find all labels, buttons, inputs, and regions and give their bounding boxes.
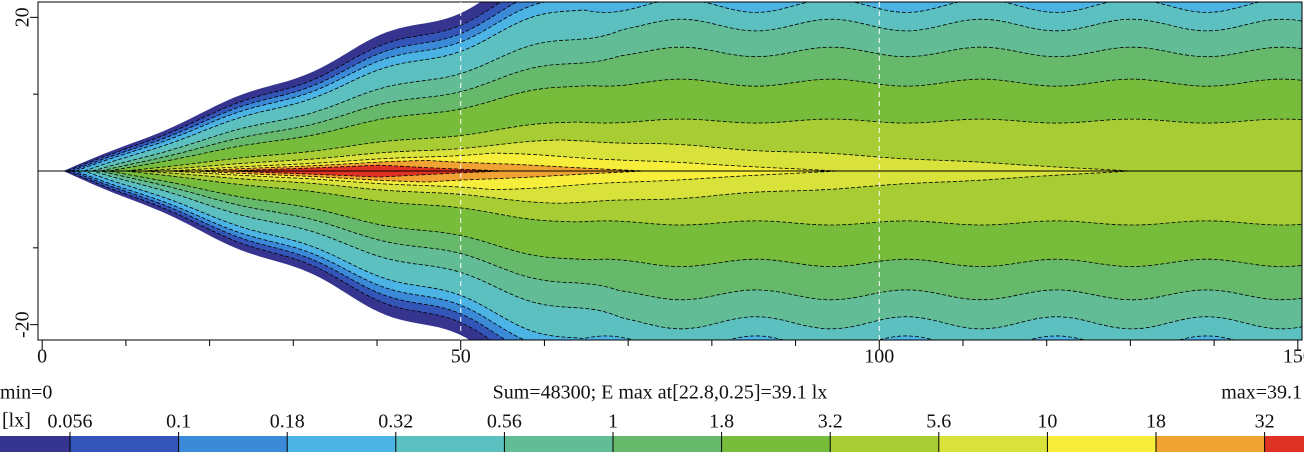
min-text: min=0	[0, 382, 52, 404]
colorbar-segment	[830, 436, 939, 452]
max-text: max=39.1	[1221, 382, 1302, 404]
x-tick-label: 50	[451, 346, 471, 368]
colorbar-label: 5.6	[926, 411, 951, 433]
colorbar-segment	[0, 436, 70, 452]
colorbar-label: 18	[1146, 411, 1166, 433]
colorbar-segment	[721, 436, 831, 452]
colorbar-label: 0.56	[487, 411, 522, 433]
contour-field	[63, 2, 1302, 340]
x-tick-label: 150	[1283, 346, 1304, 368]
summary: Sum=48300; E max at[22.8,0.25]=39.1 lx	[493, 382, 828, 404]
colorbar-label: 10	[1037, 411, 1057, 433]
y-tick-label: -20	[12, 311, 34, 338]
colorbar-label: 0.056	[48, 411, 93, 433]
colorbar-label: 3.2	[818, 411, 843, 433]
colorbar-segment	[1156, 436, 1265, 452]
colorbar-segment	[287, 436, 396, 452]
colorbar-segment	[1047, 436, 1156, 452]
colorbar-segment	[178, 436, 288, 452]
colorbar-segment	[395, 436, 505, 452]
colorbar-segment	[613, 436, 722, 452]
x-tick-label: 100	[864, 346, 894, 368]
colorbar-segment	[504, 436, 613, 452]
colorbar-label: 1	[608, 411, 618, 433]
colorbar-unit: [lx]	[2, 410, 31, 432]
colorbar-segment	[1264, 436, 1304, 452]
colorbar-segment	[938, 436, 1048, 452]
colorbar-label: 0.18	[270, 411, 305, 433]
colorbar-label: 0.32	[378, 411, 413, 433]
colorbar-label: 1.8	[709, 411, 734, 433]
x-tick-label: 0	[37, 346, 47, 368]
colorbar-label: 32	[1255, 411, 1275, 433]
colorbar-label: 0.1	[166, 411, 191, 433]
y-tick-label: 20	[12, 7, 34, 27]
colorbar-segment	[70, 436, 179, 452]
